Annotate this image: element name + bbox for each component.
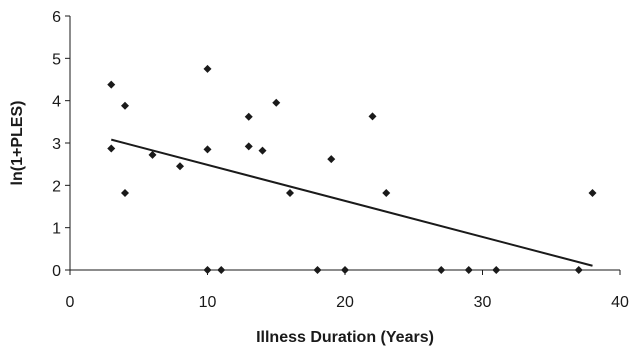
data-point <box>107 80 116 89</box>
data-point <box>492 266 501 274</box>
trendline <box>110 138 593 267</box>
data-point <box>203 64 212 73</box>
data-point <box>107 144 116 153</box>
y-tick-label: 1 <box>52 221 61 238</box>
data-point <box>574 266 583 274</box>
data-point <box>148 150 157 159</box>
data-point <box>464 266 473 274</box>
y-axis-label: ln(1+PLES) <box>9 101 26 186</box>
y-tick-labels: 0 1 2 3 4 5 6 <box>52 9 61 280</box>
data-point <box>258 146 267 155</box>
axes <box>65 15 621 275</box>
data-point <box>121 101 129 110</box>
y-tick-label: 4 <box>52 94 61 111</box>
x-tick-label: 10 <box>199 294 217 311</box>
x-tick-label: 40 <box>611 294 629 311</box>
x-tick-labels: 0 10 20 30 40 <box>66 294 629 311</box>
data-point <box>203 145 212 154</box>
data-point <box>203 266 212 274</box>
data-point <box>244 142 253 151</box>
data-point <box>588 188 597 197</box>
data-point <box>341 266 349 274</box>
x-tick-label: 20 <box>336 294 354 311</box>
y-tick-label: 6 <box>52 9 61 26</box>
y-tick-label: 0 <box>52 263 61 280</box>
data-point <box>121 188 129 197</box>
data-point <box>217 266 226 274</box>
y-tick-label: 5 <box>52 51 61 68</box>
data-point <box>313 266 322 274</box>
y-tick-label: 3 <box>52 136 61 153</box>
data-point <box>244 112 253 121</box>
data-points <box>107 64 597 274</box>
x-tick-label: 0 <box>66 294 75 311</box>
data-point <box>437 266 446 274</box>
x-axis-label: Illness Duration (Years) <box>256 329 434 346</box>
data-point <box>327 155 336 164</box>
data-point <box>286 188 294 197</box>
data-point <box>272 98 281 107</box>
data-point <box>176 162 184 171</box>
y-tick-label: 2 <box>52 178 61 195</box>
data-point <box>382 188 391 197</box>
data-point <box>368 112 377 121</box>
trendline-layer <box>110 138 593 267</box>
x-tick-label: 30 <box>474 294 492 311</box>
